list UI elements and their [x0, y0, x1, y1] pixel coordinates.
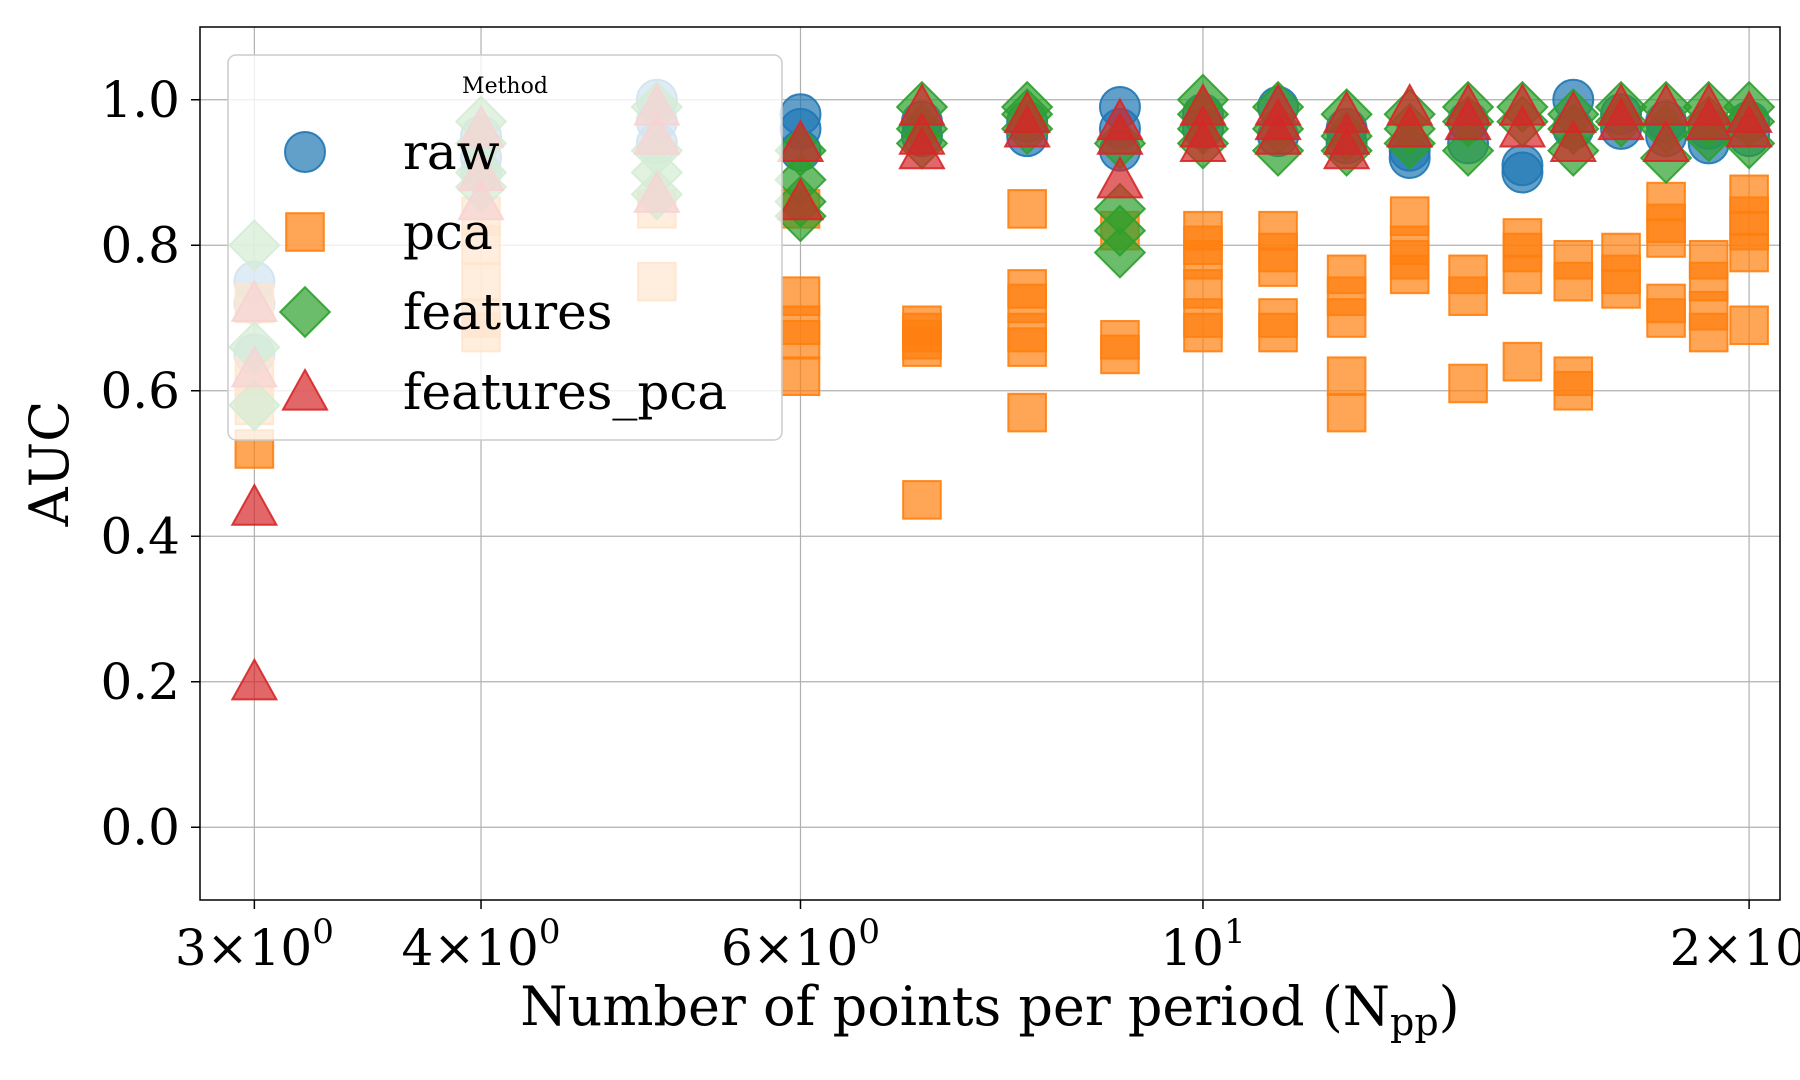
- pca-point: [1183, 312, 1223, 353]
- pca-point: [1326, 298, 1367, 338]
- features_pca-point: [1725, 104, 1773, 148]
- features_pca-point: [1684, 97, 1733, 141]
- features_pca-point: [1498, 104, 1547, 148]
- pca-point: [1502, 341, 1543, 382]
- features_pca-point: [1549, 119, 1597, 162]
- features_pca-point: [230, 657, 279, 701]
- features_pca-point: [1096, 155, 1144, 199]
- pca-point: [1448, 276, 1488, 316]
- x-axis-label-main: Number of points per period (N: [520, 975, 1390, 1038]
- x-tick-label: 3×100: [175, 912, 334, 977]
- legend-entries: raw pca features features_pca: [278, 123, 727, 421]
- x-tick-label: 4×100: [402, 912, 561, 977]
- legend-entry-features_pca: features_pca: [281, 363, 727, 421]
- y-tick-label: 0.2: [100, 653, 180, 711]
- y-tick-label: 0.0: [100, 798, 180, 856]
- features_pca-point: [776, 119, 825, 162]
- features_pca-point: [1322, 126, 1371, 170]
- legend-entry-features: features: [278, 283, 612, 341]
- pca-point: [1646, 298, 1686, 338]
- features-point: [1093, 226, 1147, 279]
- y-axis-label: AUC: [18, 401, 81, 528]
- pca-point: [1007, 327, 1047, 367]
- x-tick-label: 2×101: [1670, 912, 1800, 977]
- legend-marker-features_pca: [281, 367, 329, 411]
- pca-point: [780, 320, 821, 360]
- raw-point: [1501, 151, 1544, 194]
- y-tick-label: 0.8: [100, 216, 180, 274]
- legend-label: pca: [403, 203, 493, 261]
- pca-point: [1502, 254, 1543, 295]
- pca-point: [1258, 247, 1298, 287]
- pca-point: [1258, 312, 1298, 353]
- pca-point: [1729, 232, 1769, 273]
- features_pca-point: [1385, 104, 1434, 148]
- legend-box: [227, 54, 783, 441]
- legend-title: Method: [462, 74, 548, 99]
- legend-label: features_pca: [403, 363, 727, 421]
- features_pca-point: [1444, 97, 1492, 141]
- features_pca-point: [1096, 112, 1144, 155]
- x-tick-label: 101: [1160, 912, 1245, 977]
- x-axis-label: Number of points per period (Npp): [520, 975, 1460, 1044]
- pca-point: [1688, 312, 1729, 353]
- pca-point: [1389, 254, 1430, 295]
- legend-entry-raw: raw: [284, 123, 500, 181]
- y-tick-label: 0.6: [100, 362, 180, 420]
- pca-point: [902, 327, 942, 367]
- legend-marker-pca: [285, 212, 325, 252]
- pca-point: [1007, 392, 1047, 433]
- pca-point: [1326, 356, 1367, 396]
- legend: Method raw pca features features_pca: [227, 54, 783, 441]
- features_pca-point: [1254, 112, 1302, 155]
- pca-point: [1326, 392, 1367, 433]
- pca-point: [1553, 370, 1594, 411]
- pca-point: [1100, 334, 1140, 375]
- legend-marker-features: [278, 285, 332, 339]
- features_pca-point: [230, 483, 279, 526]
- features_pca-point: [1642, 119, 1690, 162]
- pca-point: [902, 480, 942, 520]
- axis-ticks: 0.0 0.2 0.4 0.6 0.8 1.0 3×100 4×100 6×100 101 2×10…: [100, 71, 1800, 977]
- pca-point: [1007, 189, 1047, 229]
- legend-entry-pca: pca: [285, 203, 493, 261]
- features_pca-point: [898, 126, 946, 170]
- pca-point: [1553, 261, 1594, 302]
- features_pca-point: [776, 177, 825, 221]
- features_pca-point: [1179, 119, 1227, 162]
- pca-point: [780, 356, 821, 396]
- x-tick-label: 6×100: [721, 912, 880, 977]
- features_pca-point: [1597, 97, 1645, 141]
- x-axis-label-suffix: ): [1439, 975, 1460, 1038]
- x-axis-label-subscript: pp: [1390, 1000, 1439, 1044]
- pca-point: [1729, 305, 1769, 346]
- pca-point: [1601, 269, 1641, 309]
- pca-point: [1646, 218, 1686, 258]
- legend-marker-raw: [284, 131, 326, 173]
- legend-label: raw: [403, 123, 500, 181]
- y-tick-label: 1.0: [100, 71, 180, 129]
- features_pca-point: [1003, 104, 1051, 148]
- plot-frame: [199, 26, 1781, 901]
- y-tick-label: 0.4: [100, 507, 180, 565]
- pca-point: [1448, 363, 1488, 404]
- legend-label: features: [403, 283, 612, 341]
